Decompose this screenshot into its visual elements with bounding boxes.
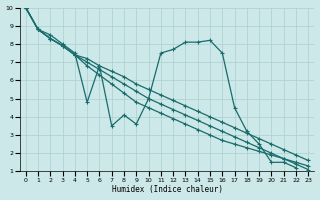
X-axis label: Humidex (Indice chaleur): Humidex (Indice chaleur) bbox=[111, 185, 222, 194]
